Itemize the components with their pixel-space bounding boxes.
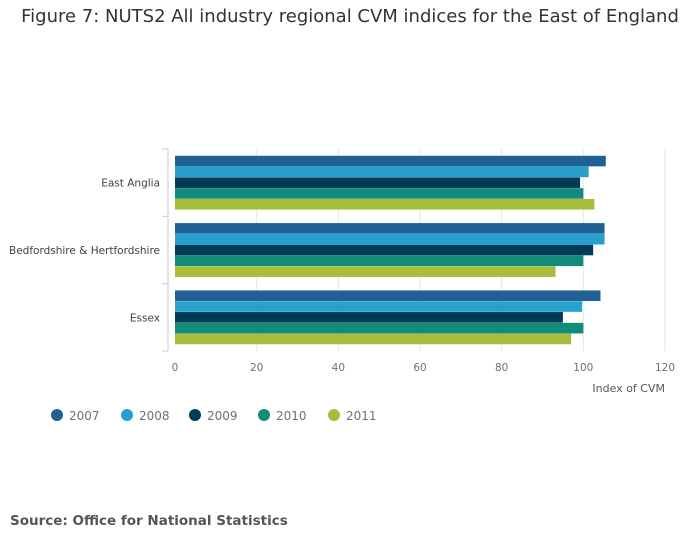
- category-label: East Anglia: [101, 178, 160, 190]
- bar-2009-2: [175, 312, 563, 323]
- bar-2010-1: [175, 255, 584, 267]
- legend-label-2007: 2007: [69, 409, 100, 423]
- chart-title: Figure 7: NUTS2 All industry regional CV…: [21, 6, 679, 27]
- legend-swatch-2009: [189, 409, 201, 421]
- x-tick-label: 100: [573, 362, 593, 374]
- legend-label-2011: 2011: [346, 409, 377, 423]
- x-tick-label: 20: [250, 362, 263, 374]
- bar-2008-1: [175, 233, 605, 245]
- legend-swatch-2010: [258, 409, 270, 421]
- source-note: Source: Office for National Statistics: [10, 513, 288, 529]
- bar-2011-0: [175, 198, 595, 210]
- category-label: Essex: [130, 312, 160, 324]
- x-tick-label: 60: [413, 362, 426, 374]
- bar-2007-0: [175, 155, 606, 167]
- legend-swatch-2011: [328, 409, 340, 421]
- legend-swatch-2008: [121, 409, 133, 421]
- bar-2007-2: [175, 290, 601, 302]
- legend-label-2008: 2008: [139, 409, 170, 423]
- legend-label-2009: 2009: [207, 409, 238, 423]
- bar-2009-1: [175, 244, 594, 256]
- category-label: Bedfordshire & Hertfordshire: [9, 245, 160, 257]
- bar-2011-1: [175, 266, 556, 277]
- x-tick-label: 120: [655, 362, 675, 374]
- legend-swatch-2007: [51, 409, 63, 421]
- bar-2007-1: [175, 223, 605, 234]
- bar-2010-0: [175, 188, 584, 199]
- bar-2010-2: [175, 322, 584, 334]
- legend-label-2010: 2010: [276, 409, 307, 423]
- x-tick-label: 80: [495, 362, 508, 374]
- bar-2008-2: [175, 301, 583, 312]
- x-axis-title: Index of CVM: [592, 382, 665, 395]
- x-tick-label: 0: [172, 362, 179, 374]
- bar-2008-0: [175, 166, 589, 178]
- x-tick-label: 40: [332, 362, 345, 374]
- bar-2011-2: [175, 333, 572, 345]
- bar-2009-0: [175, 177, 581, 188]
